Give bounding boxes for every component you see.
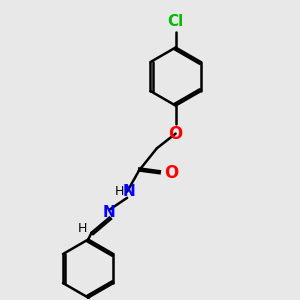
Text: O: O — [164, 164, 178, 182]
Text: O: O — [169, 125, 183, 143]
Text: H: H — [77, 222, 87, 235]
Text: Cl: Cl — [167, 14, 184, 29]
Text: H: H — [115, 185, 124, 198]
Text: N: N — [122, 184, 135, 199]
Text: N: N — [103, 205, 116, 220]
